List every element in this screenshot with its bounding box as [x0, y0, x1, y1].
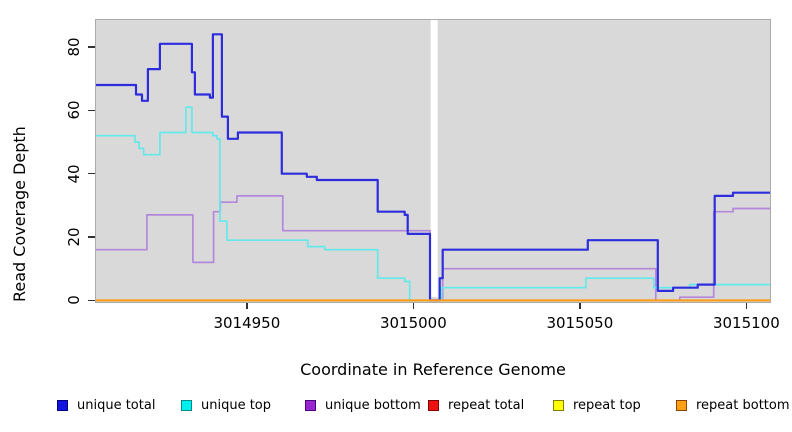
legend-swatch-icon: [428, 399, 439, 411]
x-tick-mark: [745, 303, 748, 309]
legend-item-repeat-bottom: repeat bottom: [676, 397, 790, 413]
legend-swatch-icon: [181, 399, 192, 411]
legend-swatch-icon: [676, 399, 687, 411]
x-tick-mark: [579, 303, 581, 309]
legend-swatch-icon: [553, 399, 564, 411]
y-tick-mark: [88, 236, 95, 238]
y-tick-label: 40: [65, 164, 83, 184]
y-tick-mark: [88, 46, 95, 48]
legend-label: repeat bottom: [696, 397, 790, 413]
legend-item-unique-top: unique top: [181, 397, 271, 413]
x-axis-title: Coordinate in Reference Genome: [300, 360, 566, 379]
x-tick-mark: [246, 303, 248, 309]
legend-label: unique total: [77, 397, 156, 413]
x-tick-label: 3015100: [712, 314, 780, 332]
series-line-unique-bottom: [96, 195, 770, 302]
x-tick-mark: [412, 303, 415, 309]
y-tick-mark: [88, 172, 95, 175]
legend-label: repeat top: [573, 397, 641, 413]
legend-label: repeat total: [448, 397, 525, 413]
y-tick-label: 20: [65, 227, 83, 247]
legend-item-unique-total: unique total: [57, 397, 155, 413]
y-tick-mark: [88, 299, 95, 302]
legend-label: unique top: [201, 397, 272, 413]
x-tick-label: 3015000: [379, 314, 447, 332]
legend-swatch-icon: [57, 399, 68, 411]
legend-swatch-icon: [305, 399, 316, 411]
y-tick-label: 80: [65, 37, 83, 57]
y-axis-title: Read Coverage Depth: [10, 126, 29, 302]
x-tick-label: 3015050: [546, 314, 614, 332]
x-tick-label: 3014950: [213, 314, 281, 332]
series-line-unique-top: [96, 106, 770, 302]
legend-item-repeat-top: repeat top: [553, 397, 641, 413]
y-tick-mark: [88, 109, 95, 112]
series-line-unique-total: [96, 33, 770, 302]
y-tick-label: 60: [65, 100, 83, 120]
legend-label: unique bottom: [325, 397, 421, 413]
plot-panel: [96, 20, 770, 302]
legend-item-unique-bottom: unique bottom: [305, 397, 421, 413]
plot-canvas: [96, 20, 770, 302]
missing-data-band: [430, 20, 438, 297]
y-tick-label: 0: [65, 295, 83, 306]
legend-item-repeat-total: repeat total: [428, 397, 524, 413]
